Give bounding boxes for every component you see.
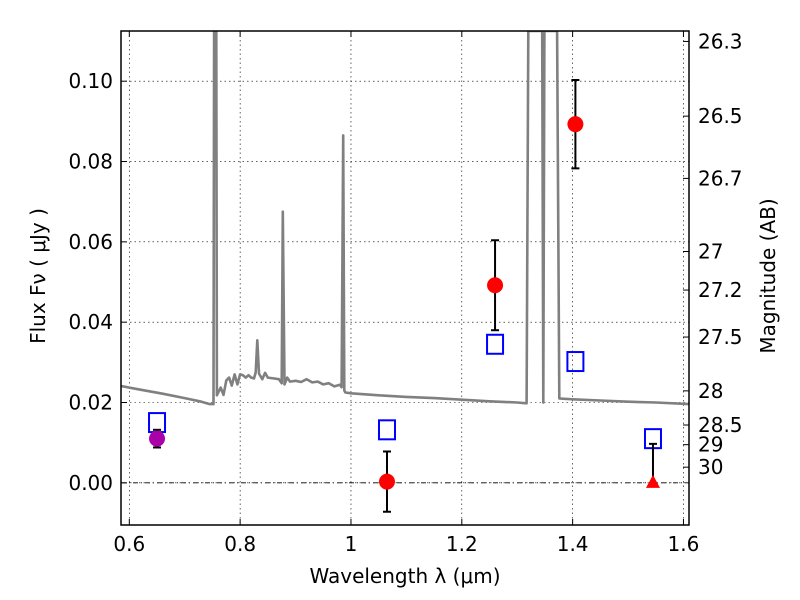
plot-frame [120,30,690,526]
x-tick-label: 0.8 [224,532,256,556]
marker-layer [148,78,662,513]
model-flux-square [566,351,585,373]
model-flux-square [486,333,505,355]
series-layer [121,31,689,406]
y2-tick-label: 28.5 [698,413,743,437]
y2-tick-label: 26.3 [698,29,743,53]
y-tick-label: 0.08 [68,150,113,174]
y2-tick-label: 26.5 [698,104,743,128]
model-flux-square [377,419,396,441]
y-tick-label: 0.00 [68,471,113,495]
y2-tick-label: 29 [698,433,723,457]
y-tick-label: 0.06 [68,230,113,254]
x-tick-label: 1 [345,532,358,556]
x-tick-label: 0.6 [113,532,145,556]
y-tick-label: 0.02 [68,391,113,415]
y2-tick-label: 27.5 [698,325,743,349]
upper-limit-triangle [645,474,660,488]
model-spectrum-line [121,31,689,406]
y2-tick-label: 27 [698,239,723,263]
y2-tick-label: 27.2 [698,278,743,302]
y2-tick-label: 26.7 [698,166,743,190]
y2-tick-label: 28 [698,379,723,403]
x-tick-label: 1.4 [557,532,589,556]
y-tick-label: 0.04 [68,310,113,334]
x-axis-label: Wavelength λ (μm) [309,564,500,588]
observed-flux-point [378,473,395,490]
ticks: 0.6 0.8 1 1.2 1.4 1.6 0.00 0.02 0.04 0.06 0.08 0.10… [68,29,742,556]
y2-tick-label: 30 [698,455,723,479]
y-tick-label: 0.10 [68,69,113,93]
y-axis-label: Flux Fν ( μJy ) [26,208,50,344]
x-tick-label: 1.6 [668,532,700,556]
x-tick-label: 1.2 [446,532,478,556]
grid [121,31,689,525]
y2-axis-label: Magnitude (AB) [756,198,780,353]
observed-flux-point [567,116,584,133]
observed-flux-point [487,277,504,294]
observed-flux-point [149,430,166,447]
